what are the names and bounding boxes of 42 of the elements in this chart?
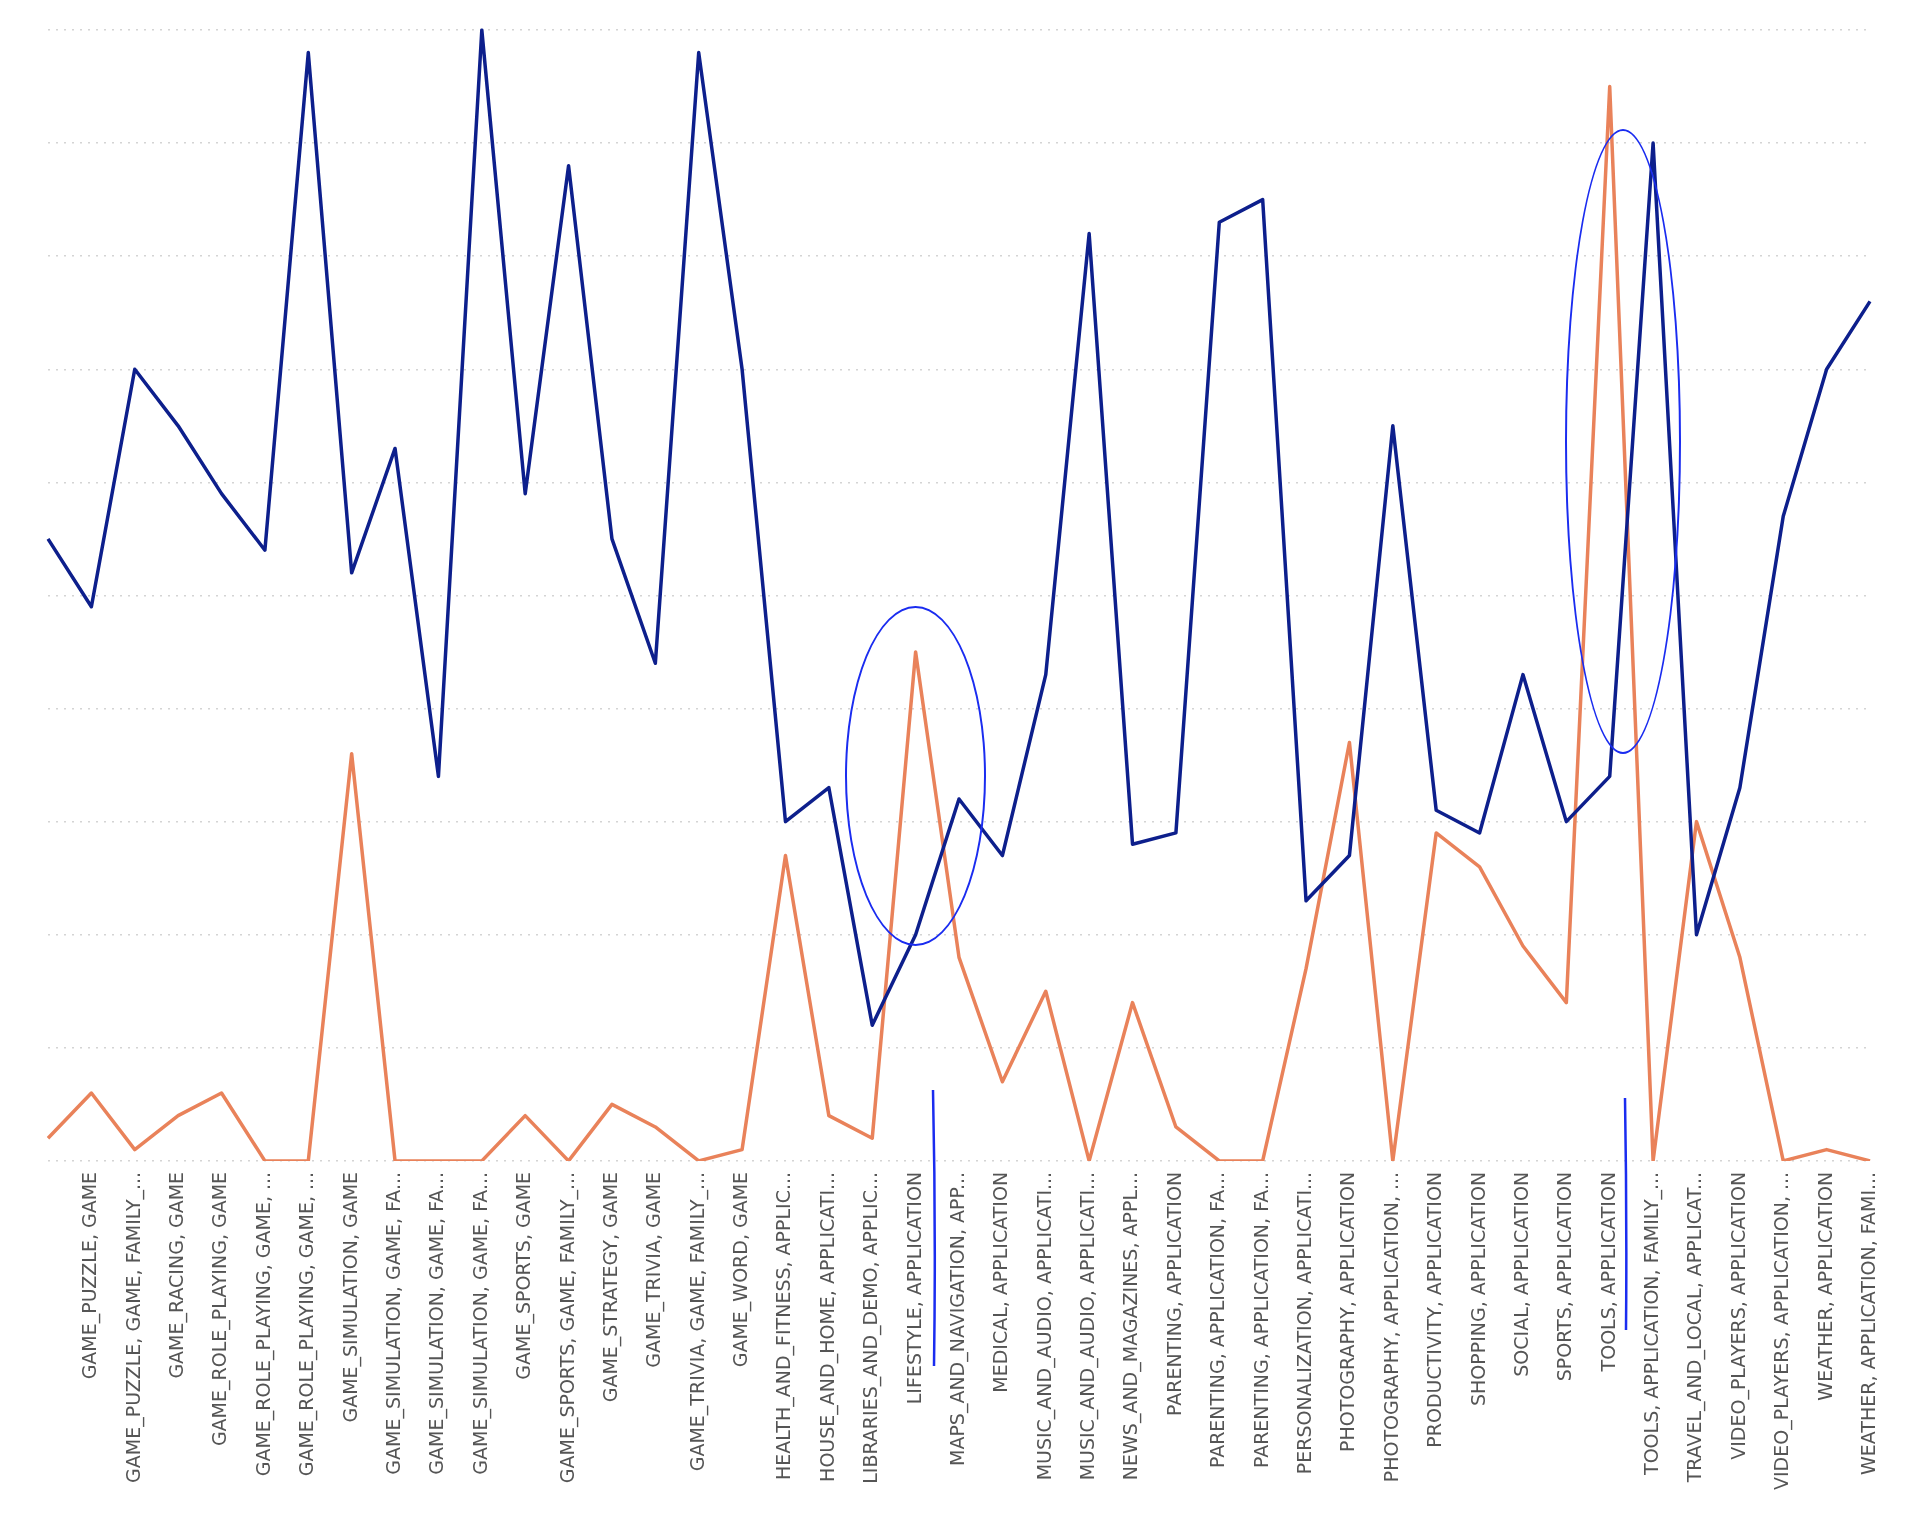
x-tick-label: GAME_ROLE_PLAYING, GAME, ... [295, 1171, 319, 1477]
x-tick-label: GAME_ROLE_PLAYING, GAME [208, 1171, 232, 1447]
x-tick-label: VIDEO_PLAYERS, APPLICATION, ... [1770, 1171, 1794, 1491]
x-tick-label: PHOTOGRAPHY, APPLICATION, ... [1379, 1171, 1402, 1483]
x-tick-label: PARENTING, APPLICATION, FA... [1249, 1171, 1272, 1469]
x-tick-label: SOCIAL, APPLICATION [1509, 1171, 1532, 1377]
x-tick-label: PERSONALIZATION, APPLICATI... [1292, 1171, 1315, 1475]
x-tick-label: WEATHER, APPLICATION, FAMI... [1856, 1171, 1879, 1476]
x-tick-label: TOOLS, APPLICATION [1596, 1171, 1619, 1373]
x-tick-label: GAME_SIMULATION, GAME, FA... [381, 1171, 405, 1475]
x-tick-label: PARENTING, APPLICATION [1162, 1171, 1185, 1417]
x-tick-label: GAME_RACING, GAME [165, 1171, 189, 1379]
x-tick-label: GAME_TRIVIA, GAME, FAMILY_... [685, 1171, 709, 1472]
x-tick-label: HOUSE_AND_HOME, APPLICATI... [815, 1171, 839, 1482]
x-tick-label: MUSIC_AND_AUDIO, APPLICATI... [1032, 1171, 1056, 1481]
x-tick-label: GAME_SPORTS, GAME, FAMILY_... [555, 1171, 579, 1484]
x-tick-label: GAME_SIMULATION, GAME, FA... [468, 1171, 492, 1475]
x-tick-label: TRAVEL_AND_LOCAL, APPLICAT... [1683, 1171, 1707, 1484]
x-tick-label: WEATHER, APPLICATION [1813, 1171, 1836, 1401]
x-tick-label: SPORTS, APPLICATION [1553, 1171, 1576, 1382]
x-tick-label: LIFESTYLE, APPLICATION [902, 1171, 925, 1405]
x-tick-label: MUSIC_AND_AUDIO, APPLICATI... [1076, 1171, 1100, 1481]
x-tick-label: MEDICAL, APPLICATION [989, 1171, 1012, 1393]
x-tick-label: PARENTING, APPLICATION, FA... [1206, 1171, 1229, 1469]
x-tick-label: HEALTH_AND_FITNESS, APPLIC... [772, 1171, 796, 1480]
x-tick-label: GAME_SPORTS, GAME [512, 1171, 536, 1380]
x-tick-label: GAME_PUZZLE, GAME, FAMILY_... [121, 1171, 145, 1483]
x-tick-label: NEWS_AND_MAGAZINES, APPL... [1119, 1171, 1143, 1481]
x-tick-label: LIBRARIES_AND_DEMO, APPLIC... [859, 1171, 883, 1484]
x-tick-label: TOOLS, APPLICATION, FAMILY_... [1640, 1171, 1664, 1476]
x-tick-label: PRODUCTIVITY, APPLICATION [1423, 1171, 1446, 1448]
x-tick-label: GAME_PUZZLE, GAME [78, 1171, 102, 1380]
x-tick-label: GAME_STRATEGY, GAME [598, 1171, 622, 1403]
x-tick-label: VIDEO_PLAYERS, APPLICATION [1726, 1171, 1750, 1460]
x-tick-label: GAME_WORD, GAME [729, 1171, 753, 1368]
x-tick-label: GAME_SIMULATION, GAME, FA... [425, 1171, 449, 1475]
x-tick-label: SHOPPING, APPLICATION [1466, 1171, 1489, 1406]
x-tick-label: GAME_TRIVIA, GAME [642, 1171, 666, 1368]
x-tick-label: MAPS_AND_NAVIGATION, APP... [945, 1171, 969, 1467]
x-tick-label: PHOTOGRAPHY, APPLICATION [1336, 1171, 1359, 1453]
x-tick-label: GAME_SIMULATION, GAME [338, 1171, 362, 1423]
x-tick-label: GAME_ROLE_PLAYING, GAME, ... [251, 1171, 275, 1477]
